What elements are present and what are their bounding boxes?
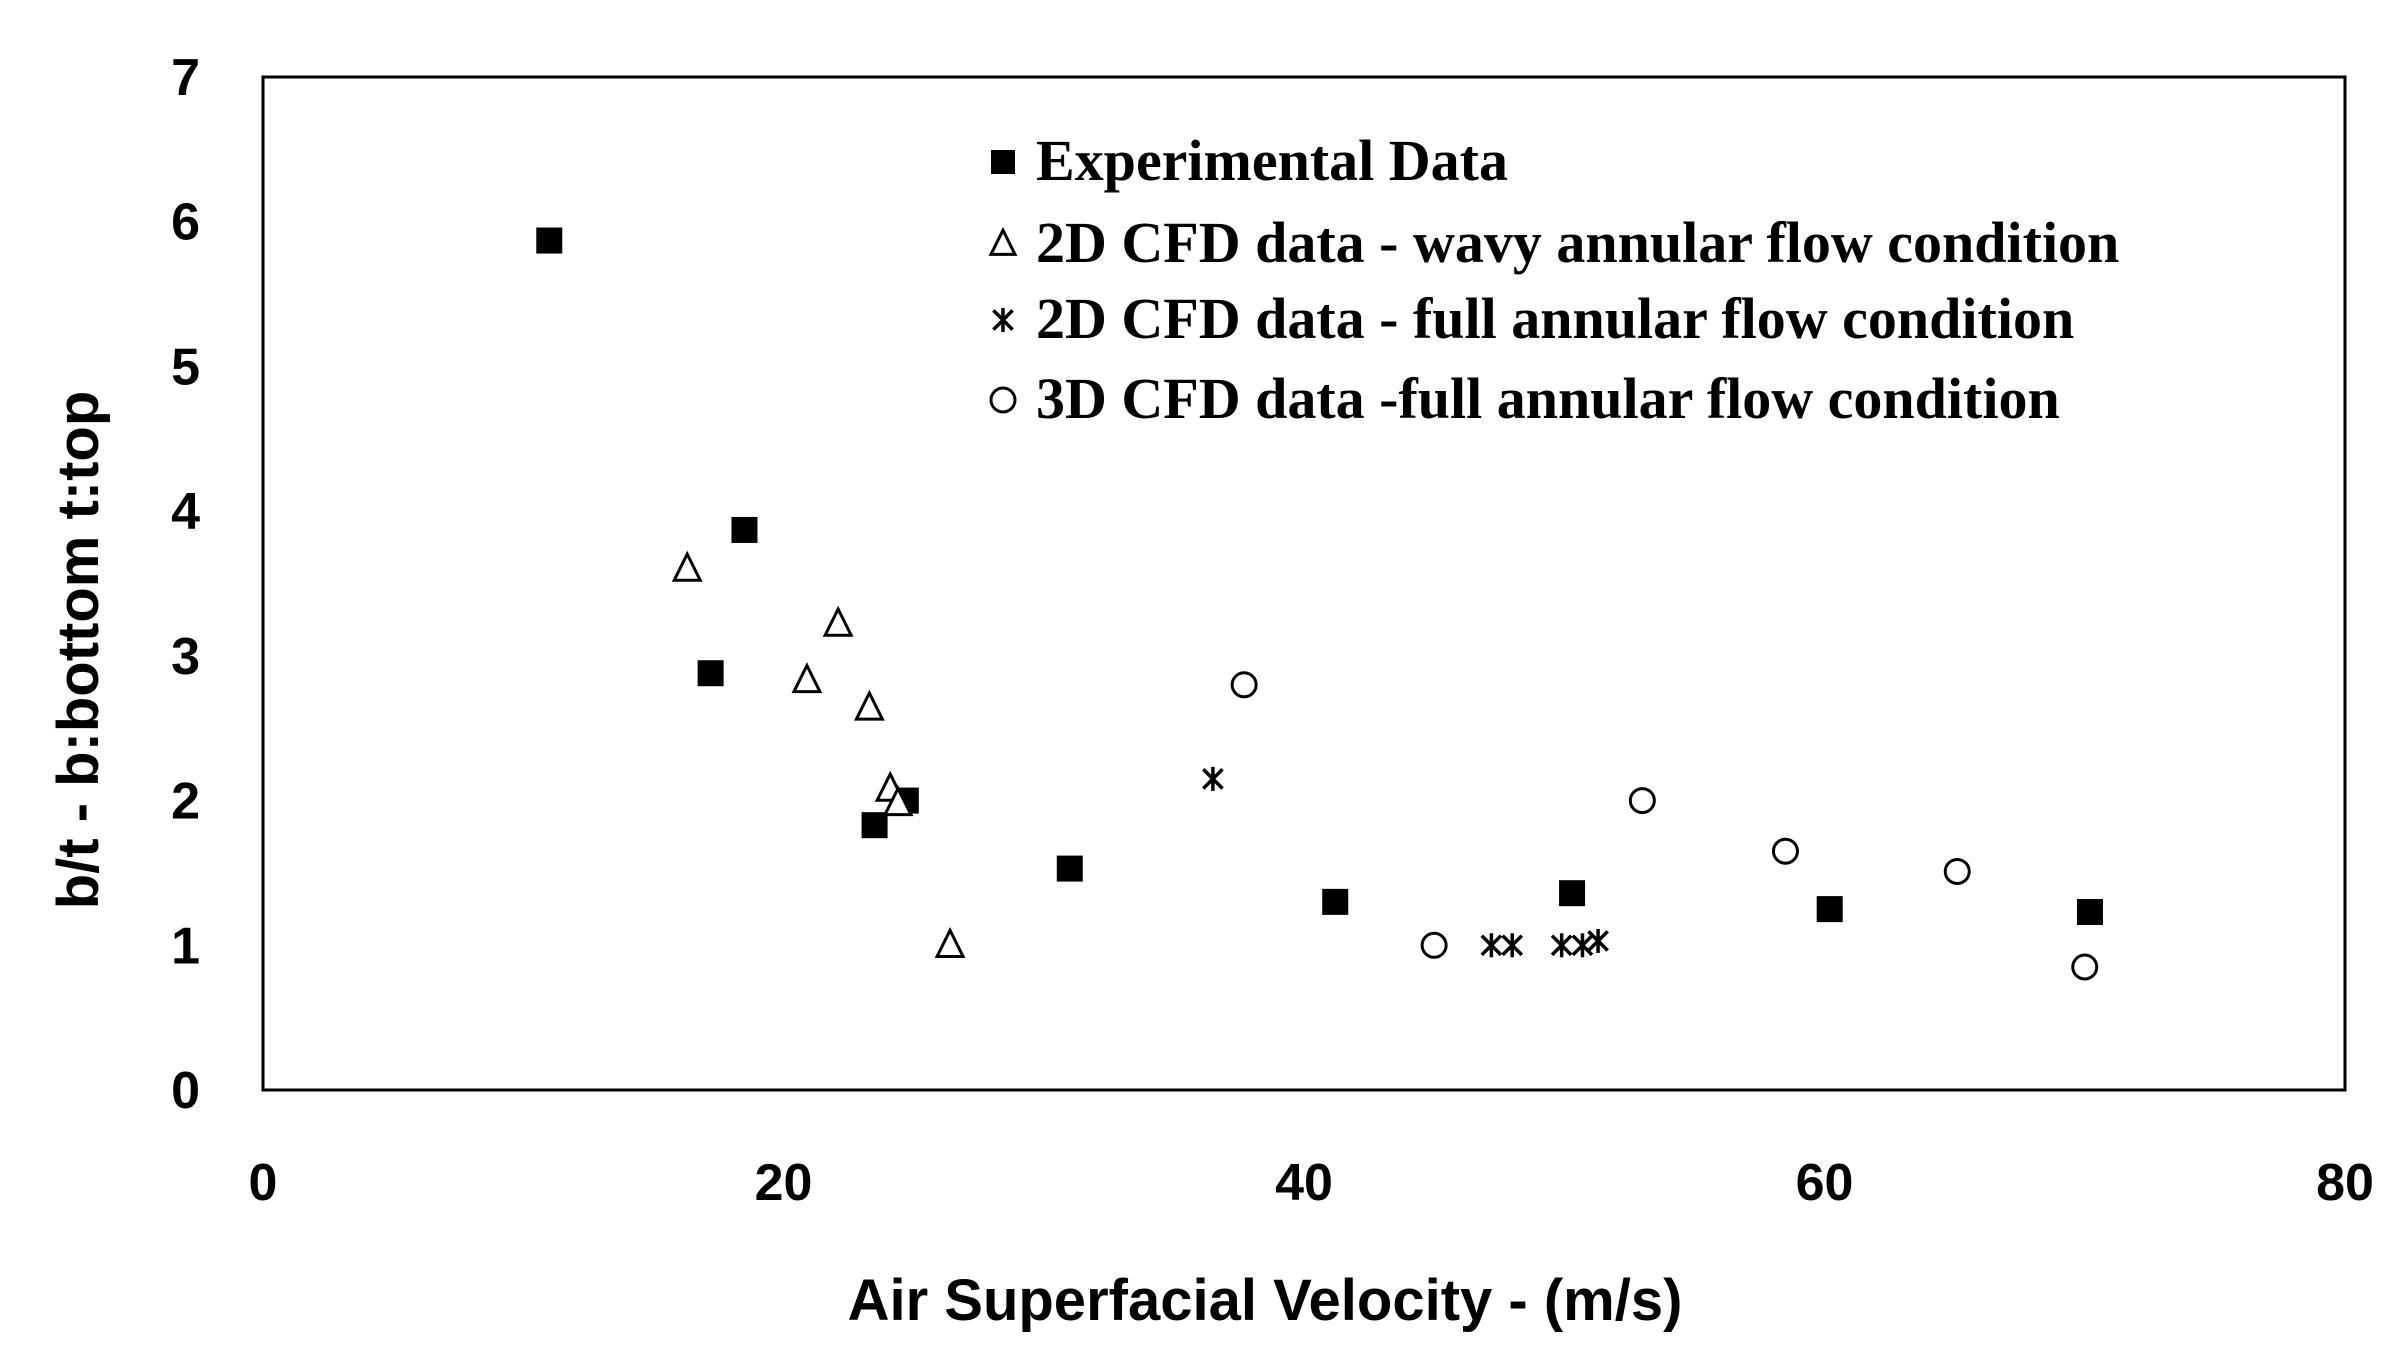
legend: Experimental Data 2D CFD data - wavy annu… [988, 128, 2119, 431]
y-tick-label: 4 [171, 483, 200, 541]
data-point-series-3 [1571, 933, 1594, 958]
data-point-series-4 [1943, 857, 1971, 885]
data-point-series-3 [1550, 933, 1573, 958]
data-point-series-2 [934, 926, 966, 958]
legend-label-2: 2D CFD data - wavy annular flow conditio… [1036, 210, 2119, 275]
data-point-series-4 [2071, 953, 2099, 981]
plot-frame [261, 75, 2347, 1092]
x-tick-label: 80 [2316, 1154, 2374, 1212]
data-point-series-1 [1322, 888, 1349, 915]
data-point-series-1 [1559, 880, 1586, 907]
data-point-series-1 [861, 812, 888, 839]
legend-marker-4 [989, 386, 1017, 414]
data-point-series-1 [536, 227, 563, 254]
x-axis-title: Air Superfacial Velocity - (m/s) [848, 1268, 1683, 1333]
data-point-series-3 [1587, 928, 1609, 953]
x-tick-labels: 0 20 40 60 80 [249, 1154, 2374, 1212]
legend-marker-1 [991, 150, 1015, 174]
data-point-series-1 [2076, 899, 2103, 926]
data-point-series-2 [882, 785, 914, 817]
y-tick-label: 0 [171, 1062, 200, 1120]
y-tick-label: 5 [171, 338, 200, 396]
legend-marker-2 [988, 226, 1018, 256]
data-point-series-4 [1230, 671, 1258, 699]
data-point-series-1 [731, 516, 758, 543]
x-tick-label: 0 [249, 1154, 278, 1212]
data-point-series-1 [1816, 896, 1843, 923]
legend-label-3: 2D CFD data - full annular flow conditio… [1036, 286, 2074, 351]
data-point-series-4 [1771, 837, 1799, 865]
y-tick-label: 1 [171, 917, 200, 975]
data-point-series-2 [822, 605, 854, 637]
y-tick-labels: 0 1 2 3 4 5 6 7 [171, 49, 200, 1120]
data-point-series-2 [853, 689, 885, 721]
data-point-series-4 [1628, 787, 1656, 815]
x-tick-label: 60 [1796, 1154, 1854, 1212]
y-axis-title: b/t - b:bottom t:top [46, 391, 111, 910]
y-tick-label: 7 [171, 49, 200, 107]
data-point-series-4 [1420, 931, 1448, 959]
legend-label-1: Experimental Data [1036, 128, 1508, 193]
x-tick-label: 20 [755, 1154, 813, 1212]
x-tick-label: 40 [1275, 1154, 1333, 1212]
data-point-series-3 [1202, 766, 1224, 791]
data-point-series-3 [1480, 933, 1503, 958]
y-tick-label: 3 [171, 628, 200, 686]
legend-marker-3 [992, 308, 1014, 332]
y-tick-label: 2 [171, 773, 200, 831]
data-points [536, 227, 2103, 981]
data-point-series-3 [1501, 933, 1524, 958]
data-point-series-2 [671, 550, 703, 582]
legend-label-4: 3D CFD data -full annular flow condition [1036, 366, 2060, 431]
data-point-series-1 [697, 660, 724, 687]
y-tick-label: 6 [171, 194, 200, 252]
data-point-series-2 [791, 662, 823, 694]
data-point-series-1 [1056, 855, 1083, 882]
